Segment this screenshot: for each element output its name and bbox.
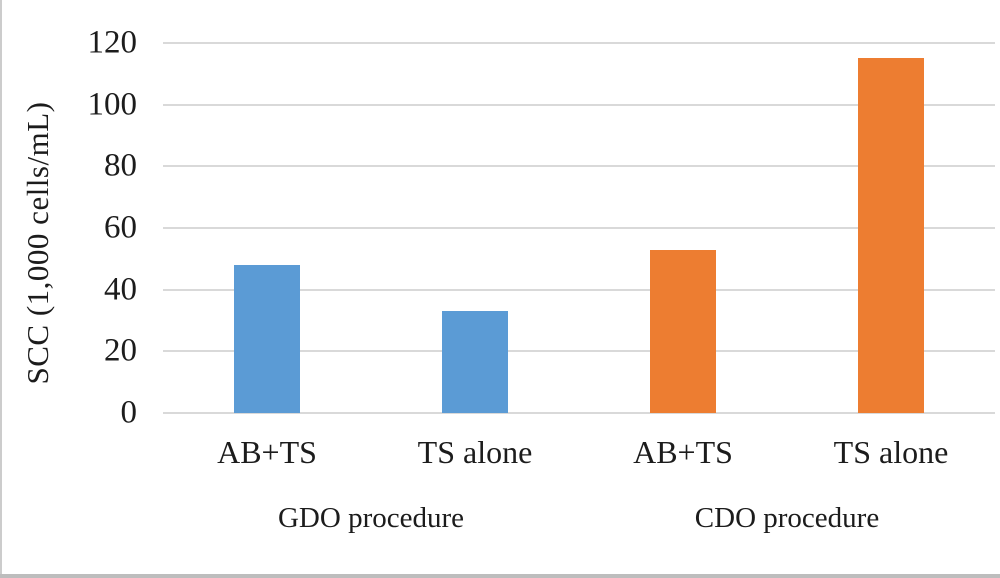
gridline-y-0 — [163, 412, 995, 414]
x-category-label-3: TS alone — [833, 434, 949, 470]
y-tick-label-60: 60 — [104, 209, 137, 246]
x-category-label-0: AB+TS — [217, 434, 317, 470]
bar-gdo-ab-ts — [234, 265, 300, 413]
image-bottom-edge — [0, 574, 1000, 578]
x-group-label-cdo-procedure: CDO procedure — [694, 502, 880, 534]
y-tick-label-80: 80 — [104, 147, 137, 184]
y-tick-label-100: 100 — [87, 86, 138, 123]
x-category-label-2: AB+TS — [633, 434, 733, 470]
gridline-y-100 — [163, 103, 995, 106]
plot-area — [163, 42, 995, 414]
y-tick-label-20: 20 — [104, 332, 137, 369]
gridline-y-40 — [163, 288, 995, 291]
gridline-y-80 — [163, 165, 995, 168]
x-category-label-1: TS alone — [417, 434, 533, 470]
x-group-label-gdo-procedure: GDO procedure — [277, 502, 464, 534]
image-left-edge — [0, 0, 2, 578]
gridline-y-120 — [163, 42, 995, 44]
y-tick-label-40: 40 — [104, 271, 137, 308]
gridline-y-60 — [163, 227, 995, 229]
bar-cdo-ab-ts — [650, 249, 716, 413]
bar-gdo-ts-alone — [442, 311, 508, 413]
y-tick-label-120: 120 — [87, 24, 138, 61]
gridline-y-20 — [163, 350, 995, 353]
bar-cdo-ts-alone — [858, 58, 924, 413]
y-tick-label-0: 0 — [120, 394, 138, 431]
